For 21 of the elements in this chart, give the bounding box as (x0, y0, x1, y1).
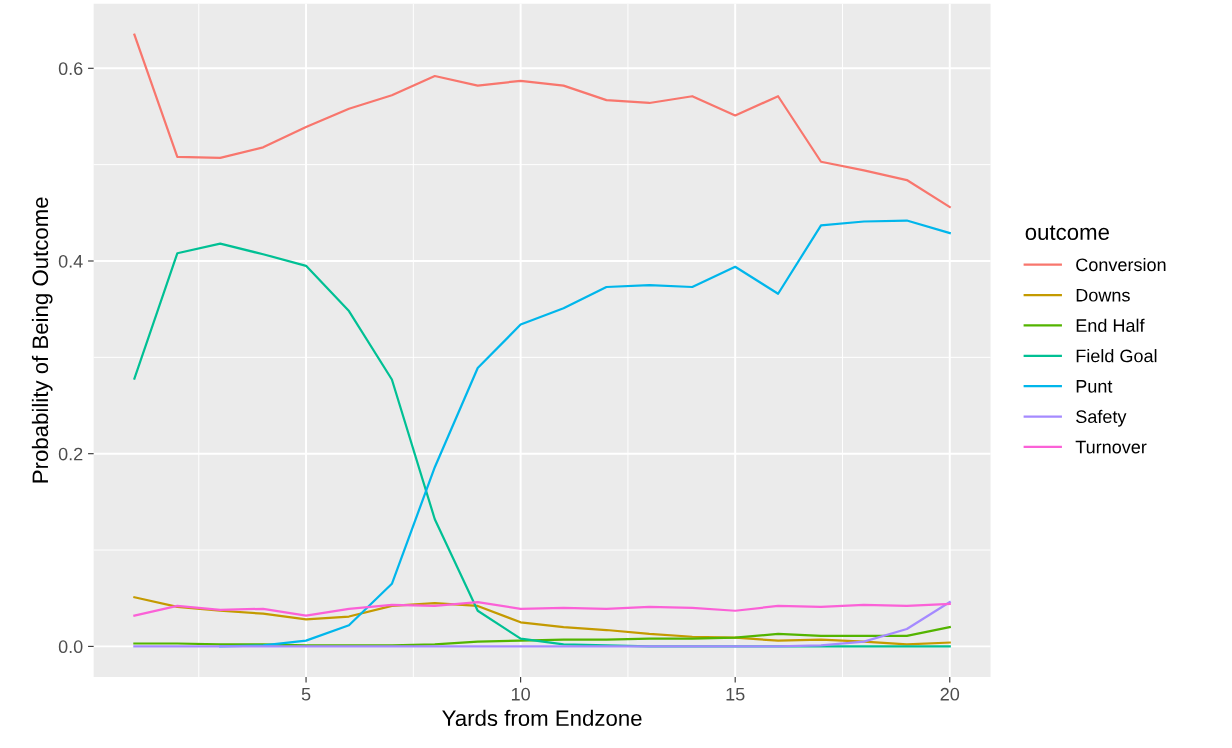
y-tick-label: 0.4 (58, 254, 83, 268)
y-tick-label: 0.0 (58, 640, 83, 654)
legend-label: Punt (1076, 380, 1113, 393)
legend-label: Safety (1076, 409, 1127, 427)
legend-title: outcome (1025, 225, 1109, 240)
x-tick-label: 10 (511, 687, 530, 701)
line-series (133, 626, 951, 647)
y-tick-label: 0.2 (58, 447, 83, 461)
legend-label: Conversion (1076, 257, 1166, 272)
line-series (133, 33, 951, 209)
y-tick-label: 0.6 (58, 62, 83, 76)
x-tick-label: 15 (726, 688, 745, 701)
line-series (133, 600, 951, 617)
legend-label: Downs (1076, 288, 1130, 302)
legend-label: End Half (1076, 318, 1145, 332)
legend-label: Turnover (1075, 440, 1147, 454)
x-axis-title: Yards from Endzone (442, 709, 642, 727)
legend-label: Field Goal (1076, 349, 1157, 363)
y-axis-title: Probability of Being Outcome (31, 197, 53, 483)
x-tick-label: 5 (301, 688, 311, 701)
x-tick-label: 20 (940, 687, 960, 701)
